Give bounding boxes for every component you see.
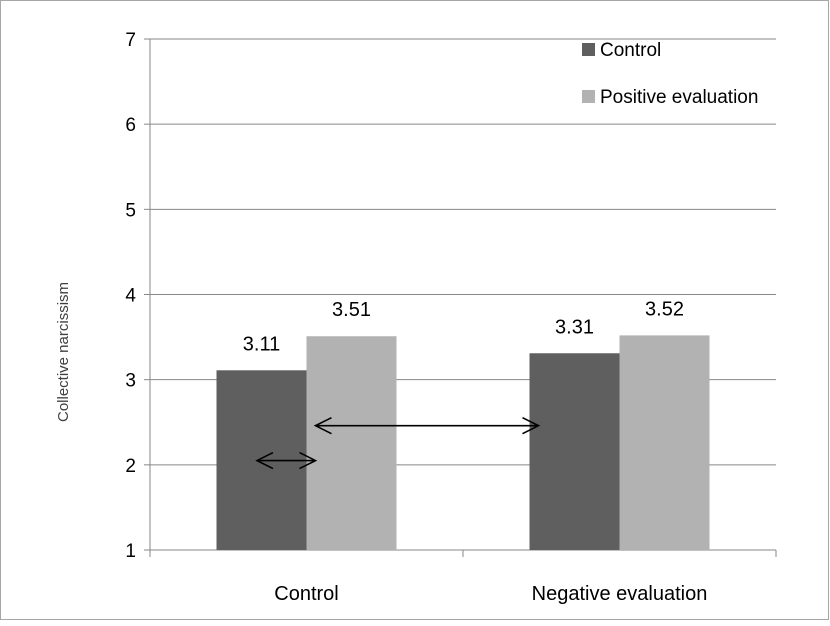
legend-label: Positive evaluation (600, 87, 758, 108)
y-tick-label: 7 (125, 30, 136, 51)
y-tick-label: 1 (125, 541, 136, 562)
data-label: 3.51 (332, 299, 371, 321)
arrowhead (522, 416, 541, 435)
legend-swatch (582, 90, 595, 103)
legend-swatch (582, 43, 595, 56)
bar (619, 335, 710, 550)
bar (306, 336, 397, 550)
data-label: 3.31 (555, 316, 594, 338)
y-tick-label: 2 (125, 456, 136, 477)
legend: Control Positive evaluation (582, 40, 758, 108)
y-tick-label: 4 (125, 286, 136, 307)
annotations (255, 416, 541, 470)
bar (529, 353, 620, 550)
y-tick-label: 6 (125, 115, 136, 136)
data-label: 3.52 (645, 298, 684, 320)
y-axis-label: Collective narcissism (55, 282, 72, 422)
legend-label: Control (600, 40, 661, 61)
y-tick-label: 5 (125, 200, 136, 221)
arrowhead (313, 416, 332, 435)
data-labels: 3.11 3.31 3.51 3.52 (243, 298, 684, 355)
y-tick-label: 3 (125, 371, 136, 392)
arrowhead (299, 451, 318, 470)
arrowhead (255, 451, 274, 470)
axes: 1 2 3 4 5 6 7 Control Negative evaluation (125, 30, 777, 605)
x-tick-label: Negative evaluation (532, 583, 708, 605)
data-label: 3.11 (243, 333, 280, 355)
x-tick-label: Control (274, 583, 338, 605)
